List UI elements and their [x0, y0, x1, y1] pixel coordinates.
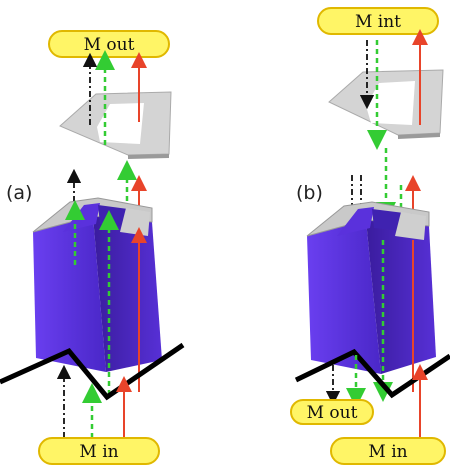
panel-a-bottom-port-label: M in: [79, 442, 118, 462]
panel-b-top-plate: [329, 70, 443, 139]
panel-a-label: (a): [6, 182, 32, 204]
panel-a-top-port: M out: [49, 31, 169, 57]
panel-a-prism: [33, 198, 162, 372]
panel-b-prism: [307, 202, 436, 374]
panel-b-top-port-label: M int: [355, 12, 401, 32]
panel-a-bottom-port: M in: [39, 438, 159, 464]
panel-b-bottom-left-port: M out: [291, 400, 373, 424]
panel-a: (a) M out: [0, 31, 183, 464]
panel-a-top-plate: [60, 92, 171, 159]
panel-b-top-port: M int: [318, 8, 438, 34]
panel-b: (b) M int: [291, 8, 450, 464]
panel-b-bottom-left-port-label: M out: [307, 403, 358, 423]
panel-b-bottom-right-port: M in: [331, 438, 445, 464]
panel-a-top-port-label: M out: [84, 35, 135, 55]
panel-b-label: (b): [296, 182, 323, 204]
panel-b-bottom-right-port-label: M in: [368, 442, 407, 462]
